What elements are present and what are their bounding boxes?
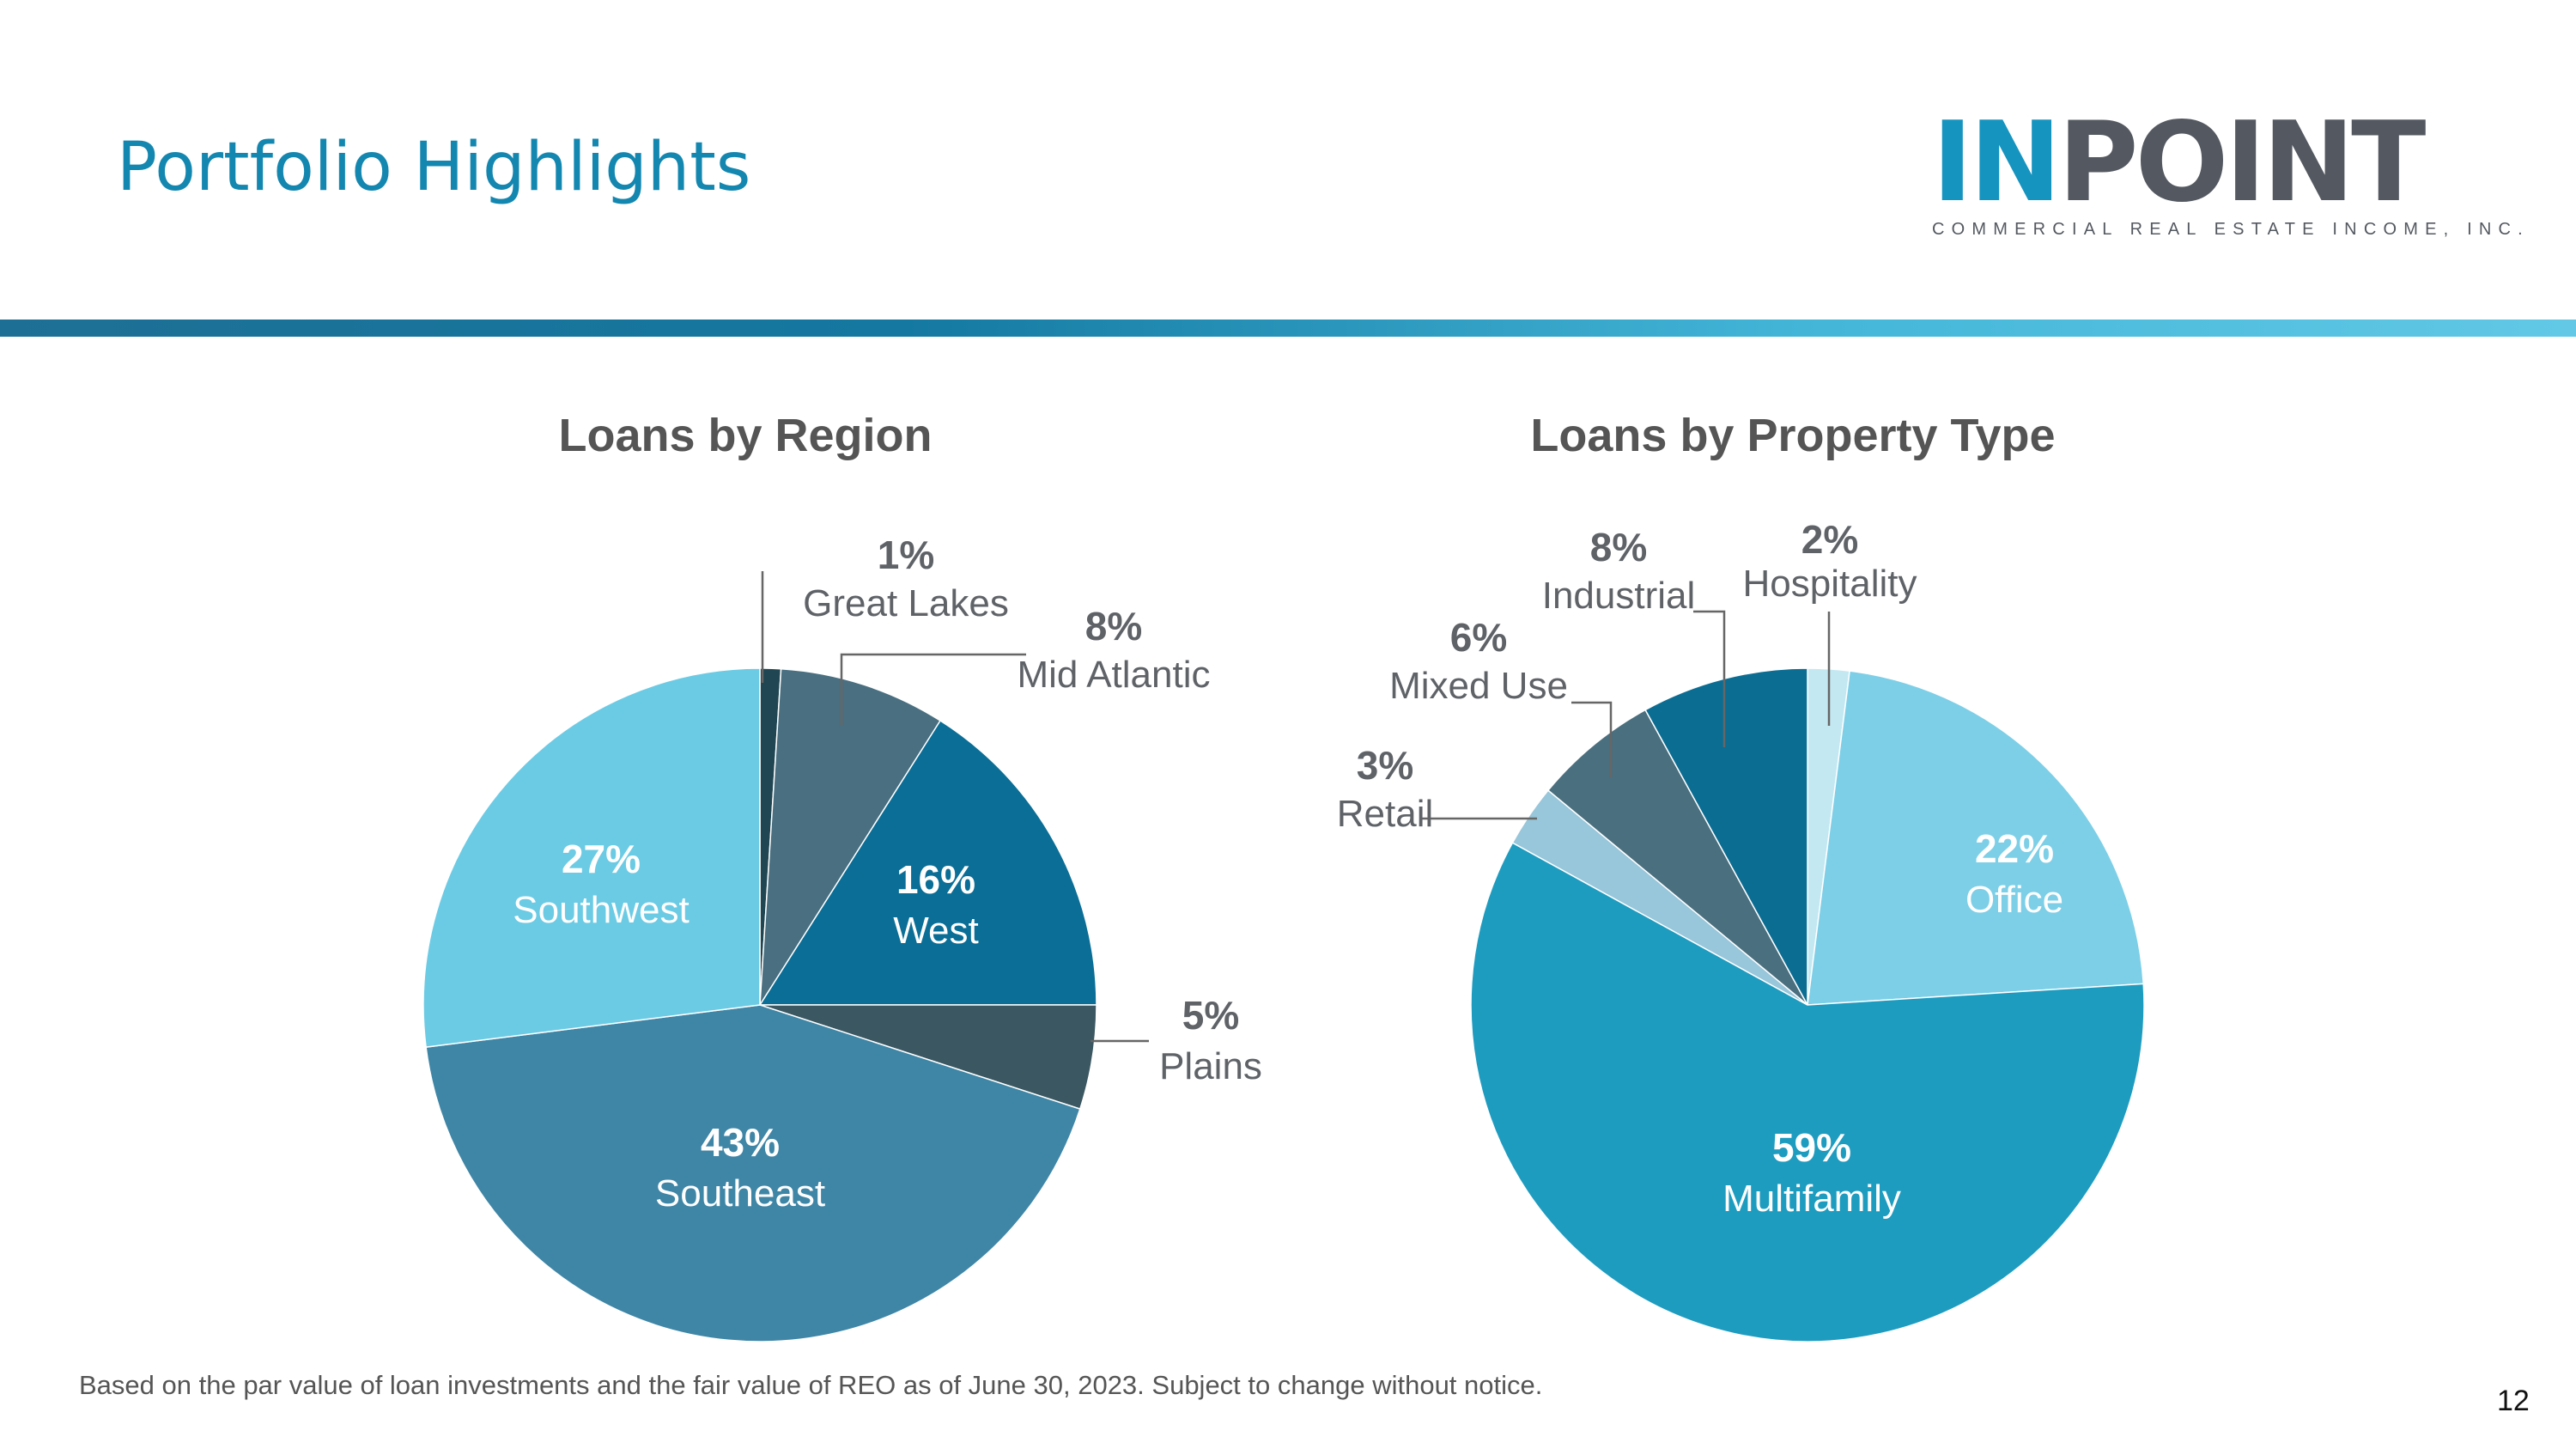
slice-category-label: Mid Atlantic (1018, 654, 1211, 696)
slice-category-label: Office (1965, 879, 2063, 921)
slice-value-label: 43% (701, 1120, 780, 1165)
slice-value-label: 22% (1975, 826, 2054, 871)
slice-value-label: 6% (1450, 615, 1507, 660)
slice-value-label: 8% (1085, 604, 1142, 648)
pie-slice-office (1807, 670, 2145, 1006)
pie-chart-loans-by-region: 1% Great Lakes 8% Mid Atlantic 16% West 5% Plai… (422, 533, 1262, 1342)
header-divider-band (0, 320, 2576, 337)
slice-value-label: 16% (896, 857, 975, 902)
slice-value-label: 59% (1772, 1125, 1851, 1170)
slice-category-label: Plains (1159, 1045, 1262, 1087)
leader-line-mixed-use (1571, 701, 1613, 777)
leader-line-industrial (1693, 610, 1726, 747)
pie-chart-loans-by-property-type: 2%Hospitality 22% Office 59% Multifamily 3% Re… (1337, 517, 2145, 1342)
chart-title: Loans by Region (558, 410, 932, 461)
pie-slice-multifamily (1470, 842, 2145, 1342)
slice-category-label: Great Lakes (803, 582, 1009, 624)
logo-word-point: POINT (2057, 99, 2427, 227)
slice-category-label: Southeast (655, 1172, 825, 1215)
slice-category-label: Hospitality (1743, 563, 1917, 605)
pie-slice-mid-atlantic (759, 667, 942, 1006)
page-title: Portfolio Highlights (117, 129, 751, 206)
slice-value-label: 27% (562, 837, 641, 881)
page-number: 12 (2497, 1385, 2530, 1417)
logo-word-in: IN (1932, 99, 2062, 227)
slice-value-label: 3% (1357, 743, 1413, 788)
slice-category-label: Retail (1337, 793, 1434, 835)
slice-category-label: Industrial (1542, 575, 1696, 617)
logo-wordmark: INPOINT (1932, 108, 2464, 218)
leader-line-mid-atlantic (840, 653, 1026, 726)
slice-category-label: Southwest (513, 889, 689, 931)
logo-tagline: COMMERCIAL REAL ESTATE INCOME, INC. (1932, 220, 2530, 239)
pie-slice-southeast (425, 1004, 1081, 1342)
slice-category-label: Multifamily (1722, 1178, 1901, 1220)
footnote: Based on the par value of loan investmen… (79, 1370, 1543, 1400)
slice-value-label: 5% (1182, 993, 1239, 1038)
slice-value-label: 2% (1801, 517, 1858, 562)
slice-category-label: Mixed Use (1389, 665, 1568, 707)
slice-category-label: West (893, 910, 978, 952)
pie-slice-mixed-use (1546, 709, 1808, 1006)
inpoint-logo: INPOINT COMMERCIAL REAL ESTATE INCOME, I… (1932, 108, 2523, 240)
chart-title: Loans by Property Type (1530, 410, 2055, 461)
slice-value-label: 8% (1590, 525, 1647, 569)
slice-value-label: 1% (878, 533, 934, 577)
pie-slice-west (758, 719, 1097, 1006)
pie-slice-southwest (422, 667, 761, 1048)
